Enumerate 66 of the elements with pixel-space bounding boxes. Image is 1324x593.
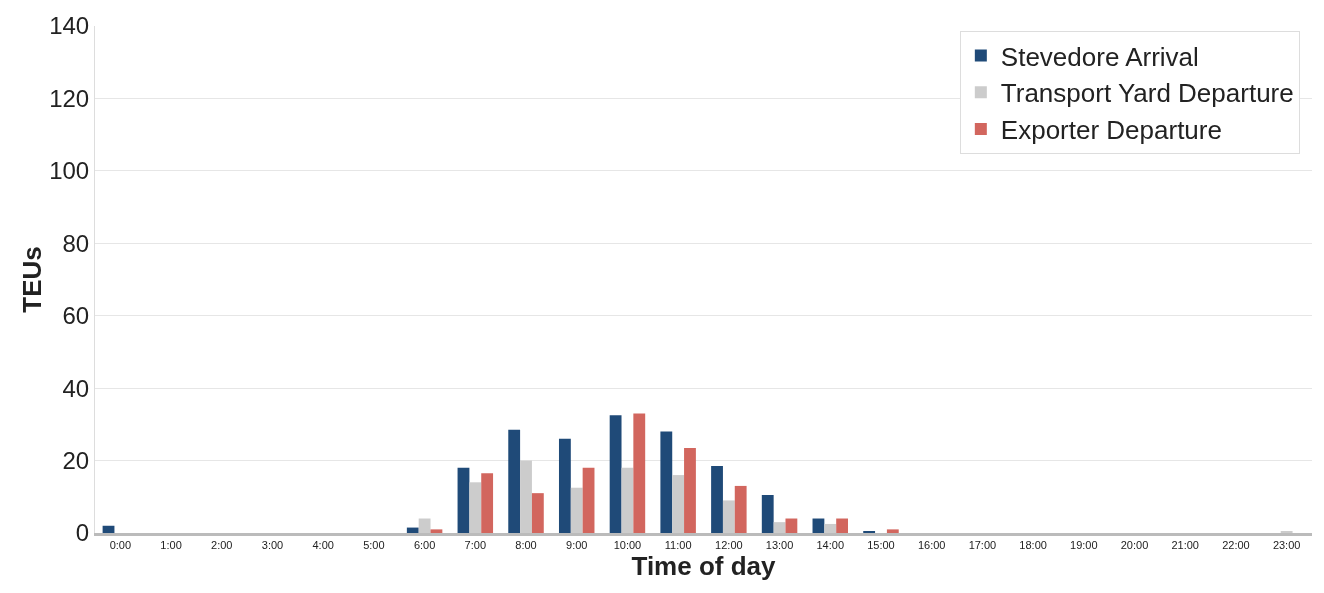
bar <box>406 527 419 533</box>
bar <box>457 467 470 533</box>
x-tick-label: 7:00 <box>464 539 487 552</box>
x-tick-label: 16:00 <box>917 539 946 552</box>
bar <box>609 415 622 533</box>
x-tick-label: 15:00 <box>867 539 895 552</box>
bar <box>582 467 595 533</box>
x-tick-label: 6:00 <box>413 539 436 552</box>
x-tick-label: 9:00 <box>566 539 588 552</box>
x-tick-label: 17:00 <box>968 539 997 552</box>
bar <box>520 460 532 533</box>
x-tick-label: 13:00 <box>765 539 794 552</box>
x-tick-label: 19:00 <box>1070 539 1098 552</box>
x-tick-label: 4:00 <box>312 539 334 552</box>
y-tick-label: 20 <box>62 446 90 474</box>
x-tick-label: 20:00 <box>1120 539 1149 552</box>
bar <box>734 485 747 533</box>
bar <box>481 473 494 533</box>
bar <box>633 413 646 533</box>
y-tick-label: 120 <box>49 84 90 112</box>
x-tick-label: 0:00 <box>109 539 132 552</box>
x-tick-label: 12:00 <box>715 539 743 552</box>
x-axis-title: Time of day <box>631 551 777 582</box>
y-axis-title: TEUs <box>16 246 47 313</box>
x-tick-label: 18:00 <box>1019 539 1047 552</box>
bar <box>886 529 899 533</box>
legend-label: Exporter Departure <box>1000 115 1222 146</box>
bar <box>660 431 673 533</box>
legend-label: Transport Yard Departure <box>1000 78 1294 109</box>
y-tick-label: 60 <box>62 302 90 330</box>
legend-label: Stevedore Arrival <box>1000 41 1199 72</box>
bar <box>812 518 825 533</box>
x-tick-label: 23:00 <box>1272 539 1301 552</box>
x-tick-label: 22:00 <box>1222 539 1250 552</box>
bar <box>558 438 571 533</box>
bar <box>430 529 443 533</box>
bar <box>418 518 431 533</box>
x-tick-label: 2:00 <box>211 539 233 552</box>
y-tick-label: 140 <box>49 12 90 40</box>
bar <box>761 494 774 533</box>
bar <box>684 447 696 533</box>
x-tick-label: 8:00 <box>515 539 537 552</box>
bar <box>102 525 115 533</box>
bar <box>570 487 583 533</box>
y-tick-label: 80 <box>62 229 90 257</box>
y-tick-label: 40 <box>62 374 90 402</box>
bar <box>531 493 544 533</box>
x-tick-label: 5:00 <box>363 539 385 552</box>
bar <box>469 482 482 533</box>
x-tick-label: 1:00 <box>160 539 182 552</box>
x-tick-label: 10:00 <box>613 539 642 552</box>
bar <box>621 467 634 533</box>
bar <box>508 429 521 533</box>
bar <box>722 500 735 533</box>
bar <box>672 475 685 533</box>
x-tick-label: 3:00 <box>261 539 284 552</box>
bar <box>785 518 798 533</box>
bar <box>836 518 849 533</box>
x-tick-label: 11:00 <box>664 539 692 552</box>
y-tick-label: 100 <box>49 157 90 185</box>
x-tick-label: 14:00 <box>816 539 845 552</box>
x-tick-label: 21:00 <box>1171 539 1199 552</box>
bar <box>824 523 837 533</box>
y-tick-label: 0 <box>75 519 90 547</box>
bar <box>711 466 723 533</box>
bar <box>773 522 786 533</box>
